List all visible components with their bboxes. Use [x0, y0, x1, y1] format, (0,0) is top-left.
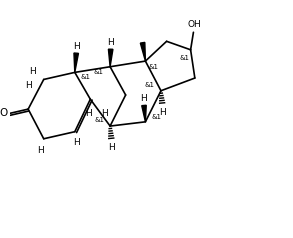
Polygon shape: [140, 42, 145, 61]
Polygon shape: [142, 105, 146, 122]
Text: &1: &1: [149, 64, 159, 70]
Text: H: H: [107, 38, 114, 47]
Text: &1: &1: [180, 55, 190, 61]
Text: O: O: [0, 108, 8, 118]
Text: H: H: [108, 143, 115, 152]
Text: &1: &1: [81, 74, 91, 80]
Text: H: H: [38, 146, 44, 154]
Text: H: H: [25, 81, 32, 89]
Text: H: H: [101, 109, 108, 119]
Text: &1: &1: [94, 117, 104, 124]
Text: &1: &1: [152, 114, 162, 120]
Polygon shape: [108, 49, 113, 67]
Text: OH: OH: [187, 20, 201, 30]
Text: H: H: [85, 109, 91, 119]
Text: H: H: [29, 67, 36, 76]
Polygon shape: [74, 53, 79, 72]
Text: &1: &1: [144, 82, 154, 88]
Text: &1: &1: [94, 69, 104, 75]
Text: H: H: [73, 138, 80, 147]
Text: H: H: [73, 42, 80, 51]
Text: H: H: [141, 94, 147, 103]
Text: H: H: [159, 108, 166, 117]
